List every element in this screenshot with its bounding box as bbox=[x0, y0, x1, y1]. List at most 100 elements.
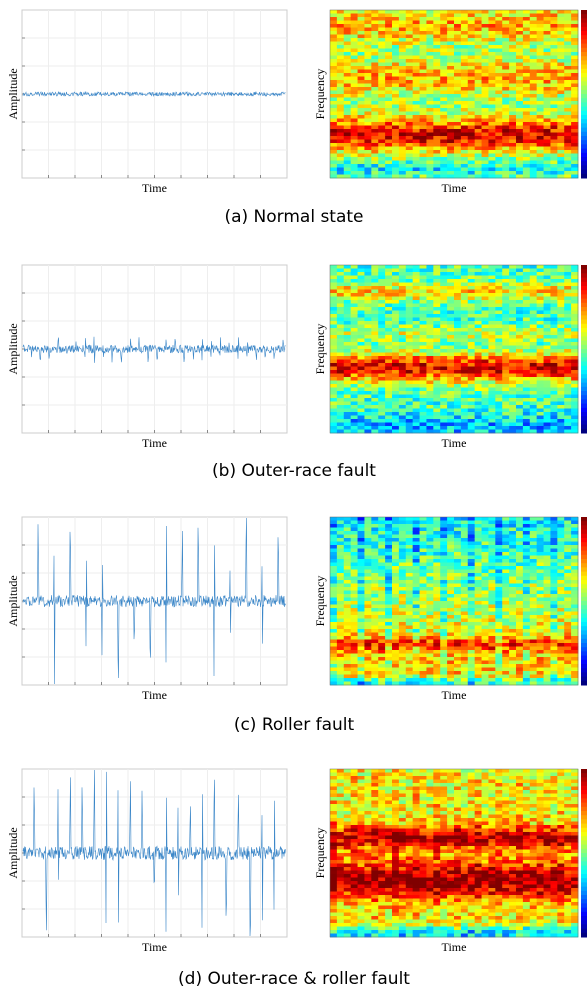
spectrogram-cell bbox=[447, 321, 454, 325]
spectrogram-cell bbox=[530, 56, 537, 60]
spectrogram-cell bbox=[337, 388, 344, 392]
spectrogram-cell bbox=[523, 328, 530, 332]
spectrogram-cell bbox=[468, 629, 475, 633]
spectrogram-cell bbox=[509, 367, 516, 371]
spectrogram-cell bbox=[537, 335, 544, 339]
spectrogram-cell bbox=[420, 587, 427, 591]
spectrogram-cell bbox=[495, 556, 502, 560]
spectrogram-cell bbox=[523, 535, 530, 539]
spectrogram-cell bbox=[440, 115, 447, 119]
spectrogram-cell bbox=[330, 580, 337, 584]
spectrogram-cell bbox=[385, 332, 392, 336]
spectrogram-cell bbox=[509, 398, 516, 402]
spectrogram-cell bbox=[364, 381, 371, 385]
spectrogram-cell bbox=[433, 24, 440, 28]
spectrogram-cell bbox=[344, 591, 351, 595]
spectrogram-cell bbox=[488, 370, 495, 374]
spectrogram-cell bbox=[502, 598, 509, 602]
spectrogram-cell bbox=[468, 549, 475, 553]
colorbar-cell bbox=[581, 273, 587, 278]
spectrogram-cell bbox=[337, 318, 344, 322]
spectrogram-cell bbox=[468, 45, 475, 49]
spectrogram-cell bbox=[488, 402, 495, 406]
spectrogram-cell bbox=[426, 94, 433, 98]
spectrogram-cell bbox=[475, 615, 482, 619]
spectrogram-cell bbox=[447, 300, 454, 304]
spectrogram-cell bbox=[378, 115, 385, 119]
spectrogram-cell bbox=[482, 598, 489, 602]
spectrogram-cell bbox=[537, 112, 544, 116]
spectrogram-cell bbox=[475, 346, 482, 350]
spectrogram-cell bbox=[399, 147, 406, 151]
spectrogram-cell bbox=[378, 629, 385, 633]
spectrogram-cell bbox=[502, 542, 509, 546]
spectrogram-cell bbox=[433, 10, 440, 14]
spectrogram-cell bbox=[557, 377, 564, 381]
spectrogram-cell bbox=[516, 594, 523, 598]
spectrogram-cell bbox=[544, 122, 551, 126]
spectrogram-cell bbox=[420, 584, 427, 588]
spectrogram-cell bbox=[495, 38, 502, 42]
spectrogram-cell bbox=[482, 531, 489, 535]
spectrogram-cell bbox=[488, 45, 495, 49]
spectrogram-cell bbox=[426, 587, 433, 591]
spectrogram-cell bbox=[392, 154, 399, 158]
spectrogram-cell bbox=[482, 367, 489, 371]
spectrogram-cell bbox=[413, 521, 420, 525]
spectrogram-cell bbox=[571, 122, 578, 126]
spectrogram-cell bbox=[426, 63, 433, 67]
spectrogram-cell bbox=[420, 168, 427, 172]
spectrogram-cell bbox=[344, 77, 351, 81]
spectrogram-cell bbox=[509, 300, 516, 304]
spectrogram-cell bbox=[495, 626, 502, 630]
spectrogram-cell bbox=[557, 98, 564, 102]
spectrogram-cell bbox=[488, 615, 495, 619]
spectrogram-cell bbox=[537, 115, 544, 119]
spectrogram-cell bbox=[530, 307, 537, 311]
spectrogram-cell bbox=[420, 395, 427, 399]
spectrogram-cell bbox=[475, 108, 482, 112]
spectrogram-cell bbox=[461, 517, 468, 521]
spectrogram-cell bbox=[475, 105, 482, 109]
spectrogram-cell bbox=[571, 150, 578, 154]
spectrogram-cell bbox=[482, 112, 489, 116]
spectrogram-cell bbox=[392, 140, 399, 144]
spectrogram-cell bbox=[447, 150, 454, 154]
spectrogram-cell bbox=[440, 349, 447, 353]
colorbar-cell bbox=[581, 383, 587, 388]
spectrogram-cell bbox=[385, 573, 392, 577]
spectrogram-cell bbox=[337, 31, 344, 35]
spectrogram-cell bbox=[385, 647, 392, 651]
spectrogram-cell bbox=[385, 353, 392, 357]
spectrogram-cell bbox=[502, 409, 509, 413]
spectrogram-cell bbox=[406, 42, 413, 46]
spectrogram-cell bbox=[358, 24, 365, 28]
spectrogram-cell bbox=[378, 556, 385, 560]
spectrogram-cell bbox=[557, 91, 564, 95]
spectrogram-cell bbox=[468, 87, 475, 91]
spectrogram-cell bbox=[337, 664, 344, 668]
spectrogram-cell bbox=[392, 412, 399, 416]
spectrogram-cell bbox=[337, 112, 344, 116]
spectrogram-cell bbox=[447, 21, 454, 25]
spectrogram-cell bbox=[544, 52, 551, 56]
spectrogram-cell bbox=[557, 374, 564, 378]
spectrogram-cell bbox=[509, 573, 516, 577]
spectrogram-cell bbox=[337, 56, 344, 60]
spectrogram-cell bbox=[516, 14, 523, 18]
spectrogram-cell bbox=[530, 28, 537, 32]
spectrogram-cell bbox=[440, 528, 447, 532]
spectrogram-cell bbox=[550, 66, 557, 70]
spectrogram-cell bbox=[371, 675, 378, 679]
spectrogram-cell bbox=[420, 49, 427, 53]
spectrogram-cell bbox=[564, 304, 571, 308]
spectrogram-cell bbox=[399, 573, 406, 577]
spectrogram-cell bbox=[468, 377, 475, 381]
spectrogram-cell bbox=[544, 91, 551, 95]
spectrogram-cell bbox=[530, 150, 537, 154]
spectrogram-cell bbox=[571, 101, 578, 105]
spectrogram-cell bbox=[495, 133, 502, 137]
spectrogram-cell bbox=[454, 101, 461, 105]
spectrogram-cell bbox=[378, 49, 385, 53]
spectrogram-cell bbox=[385, 363, 392, 367]
